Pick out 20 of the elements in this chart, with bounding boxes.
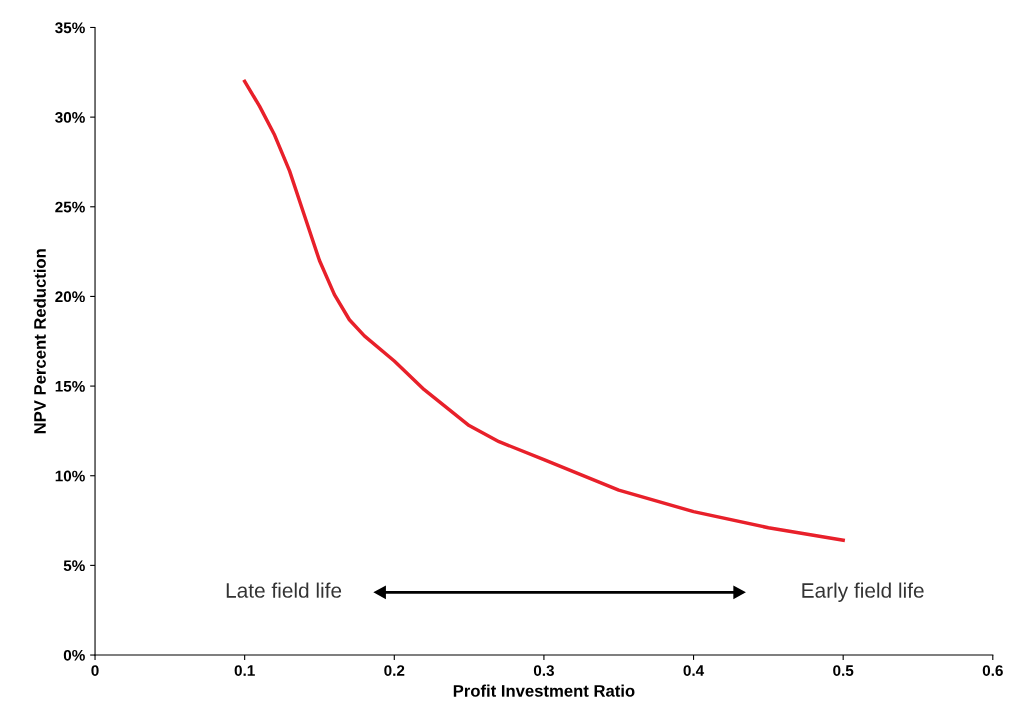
y-tick-label: 30%: [55, 111, 85, 123]
y-tick-label: 25%: [55, 201, 85, 213]
x-tick-label: 0.4: [683, 665, 705, 676]
y-tick-label: 15%: [55, 380, 85, 392]
line-series: [242, 79, 845, 543]
x-tick-label: 0.6: [982, 665, 1003, 676]
x-tick-label: 0.5: [833, 665, 854, 676]
x-tick-label: 0.1: [234, 665, 255, 676]
y-tick-label: 5%: [63, 560, 85, 572]
y-axis-title: NPV Percent Reduction: [33, 249, 46, 434]
annotation: Early field life: [802, 582, 924, 602]
x-axis-title: Profit Investment Ratio: [453, 684, 635, 697]
x-tick-label: 0: [91, 665, 99, 676]
y-tick-label: 20%: [55, 291, 85, 303]
y-tick-label: 0%: [63, 649, 85, 661]
y-tick-label: 10%: [55, 470, 85, 482]
y-tick-label: 35%: [55, 22, 85, 34]
x-tick-label: 0.3: [533, 665, 554, 676]
annotation: Late field life: [226, 582, 342, 598]
x-tick-label: 0.2: [384, 665, 405, 676]
